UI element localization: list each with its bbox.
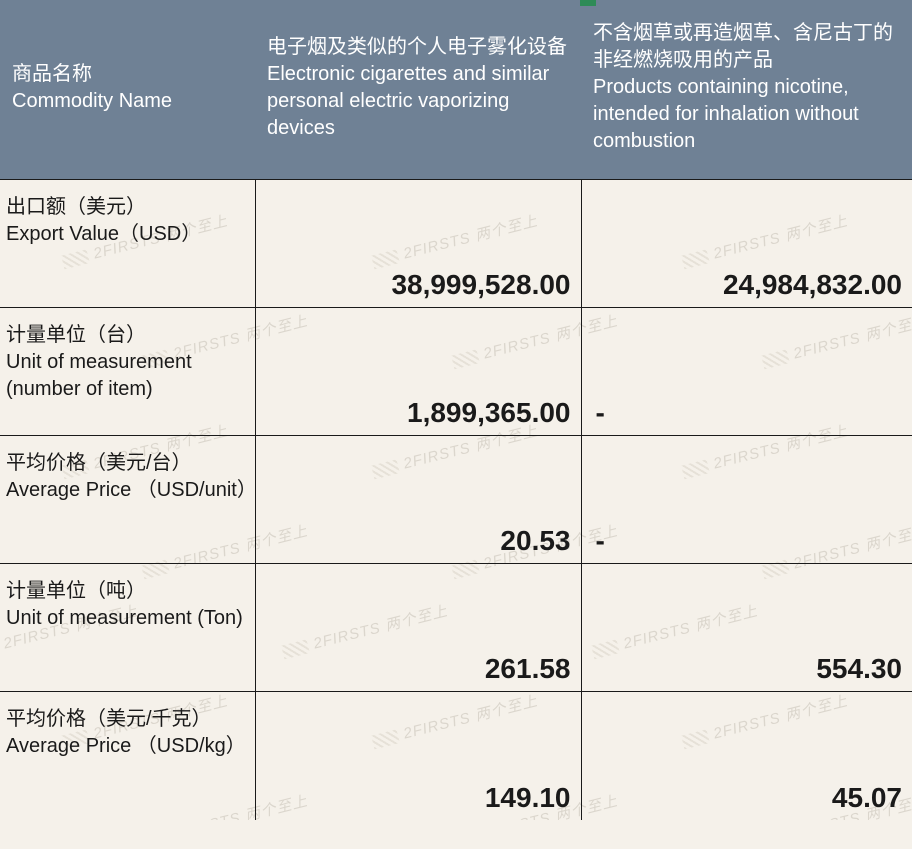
value-text: - xyxy=(596,525,605,557)
value-text: 261.58 xyxy=(485,653,571,685)
header-en: Electronic cigarettes and similar person… xyxy=(267,63,549,139)
row-label-en: Average Price （USD/unit） xyxy=(6,477,249,504)
table-row: 计量单位（吨）Unit of measurement (Ton) 261.58 55… xyxy=(0,564,912,692)
row-value-col2: - xyxy=(581,436,912,564)
row-label-zh: 计量单位（吨） xyxy=(6,578,249,605)
row-label-zh: 出口额（美元） xyxy=(6,194,249,221)
row-value-col1: 261.58 xyxy=(255,564,581,692)
row-label-zh: 平均价格（美元/千克） xyxy=(6,706,249,733)
value-text: 20.53 xyxy=(500,525,570,557)
header-commodity-name: 商品名称 Commodity Name xyxy=(0,0,255,180)
row-label-en: Unit of measurement (number of item) xyxy=(6,349,249,403)
header-nicotine-products: 不含烟草或再造烟草、含尼古丁的非经燃烧吸用的产品 Products contai… xyxy=(581,0,912,180)
row-label-cell: 出口额（美元） Export Value（USD） xyxy=(0,180,255,308)
row-value-col2: 24,984,832.00 xyxy=(581,180,912,308)
row-value-col1: 38,999,528.00 xyxy=(255,180,581,308)
row-label-en: Export Value（USD） xyxy=(6,221,249,248)
value-text: 38,999,528.00 xyxy=(391,269,570,301)
row-value-col2: 554.30 xyxy=(581,564,912,692)
row-label-zh: 计量单位（台） xyxy=(6,322,249,349)
row-label-zh: 平均价格（美元/台） xyxy=(6,450,249,477)
row-value-col1: 20.53 xyxy=(255,436,581,564)
commodity-table: 商品名称 Commodity Name 电子烟及类似的个人电子雾化设备 Elec… xyxy=(0,0,912,820)
header-en: Commodity Name xyxy=(12,90,172,112)
header-zh: 不含烟草或再造烟草、含尼古丁的非经燃烧吸用的产品 xyxy=(593,22,893,71)
row-label-cell: 平均价格（美元/台）Average Price （USD/unit） xyxy=(0,436,255,564)
table-row: 平均价格（美元/台）Average Price （USD/unit） 20.53- xyxy=(0,436,912,564)
header-ecig: 电子烟及类似的个人电子雾化设备 Electronic cigarettes an… xyxy=(255,0,581,180)
value-text: 45.07 xyxy=(832,782,902,814)
table-body: 出口额（美元） Export Value（USD） 38,999,528.00 24… xyxy=(0,180,912,820)
value-text: 1,899,365.00 xyxy=(407,397,571,429)
row-value-col2: - xyxy=(581,308,912,436)
row-label-en: Unit of measurement (Ton) xyxy=(6,605,249,632)
row-value-col1: 149.10 xyxy=(255,692,581,820)
value-text: 149.10 xyxy=(485,782,571,814)
header-en: Products containing nicotine, intended f… xyxy=(593,76,859,152)
header-zh: 电子烟及类似的个人电子雾化设备 xyxy=(267,36,567,58)
value-text: - xyxy=(596,397,605,429)
table-row: 计量单位（台）Unit of measurement (number of it… xyxy=(0,308,912,436)
row-label-cell: 计量单位（吨）Unit of measurement (Ton) xyxy=(0,564,255,692)
table-row: 出口额（美元） Export Value（USD） 38,999,528.00 24… xyxy=(0,180,912,308)
value-text: 24,984,832.00 xyxy=(723,269,902,301)
header-zh: 商品名称 xyxy=(12,63,92,85)
green-tick-marker xyxy=(580,0,596,6)
row-label-cell: 计量单位（台）Unit of measurement (number of it… xyxy=(0,308,255,436)
value-text: 554.30 xyxy=(816,653,902,685)
table-header-row: 商品名称 Commodity Name 电子烟及类似的个人电子雾化设备 Elec… xyxy=(0,0,912,180)
table-row: 平均价格（美元/千克）Average Price （USD/kg） 149.10 4… xyxy=(0,692,912,820)
row-label-cell: 平均价格（美元/千克）Average Price （USD/kg） xyxy=(0,692,255,820)
row-value-col2: 45.07 xyxy=(581,692,912,820)
row-label-en: Average Price （USD/kg） xyxy=(6,733,249,760)
row-value-col1: 1,899,365.00 xyxy=(255,308,581,436)
